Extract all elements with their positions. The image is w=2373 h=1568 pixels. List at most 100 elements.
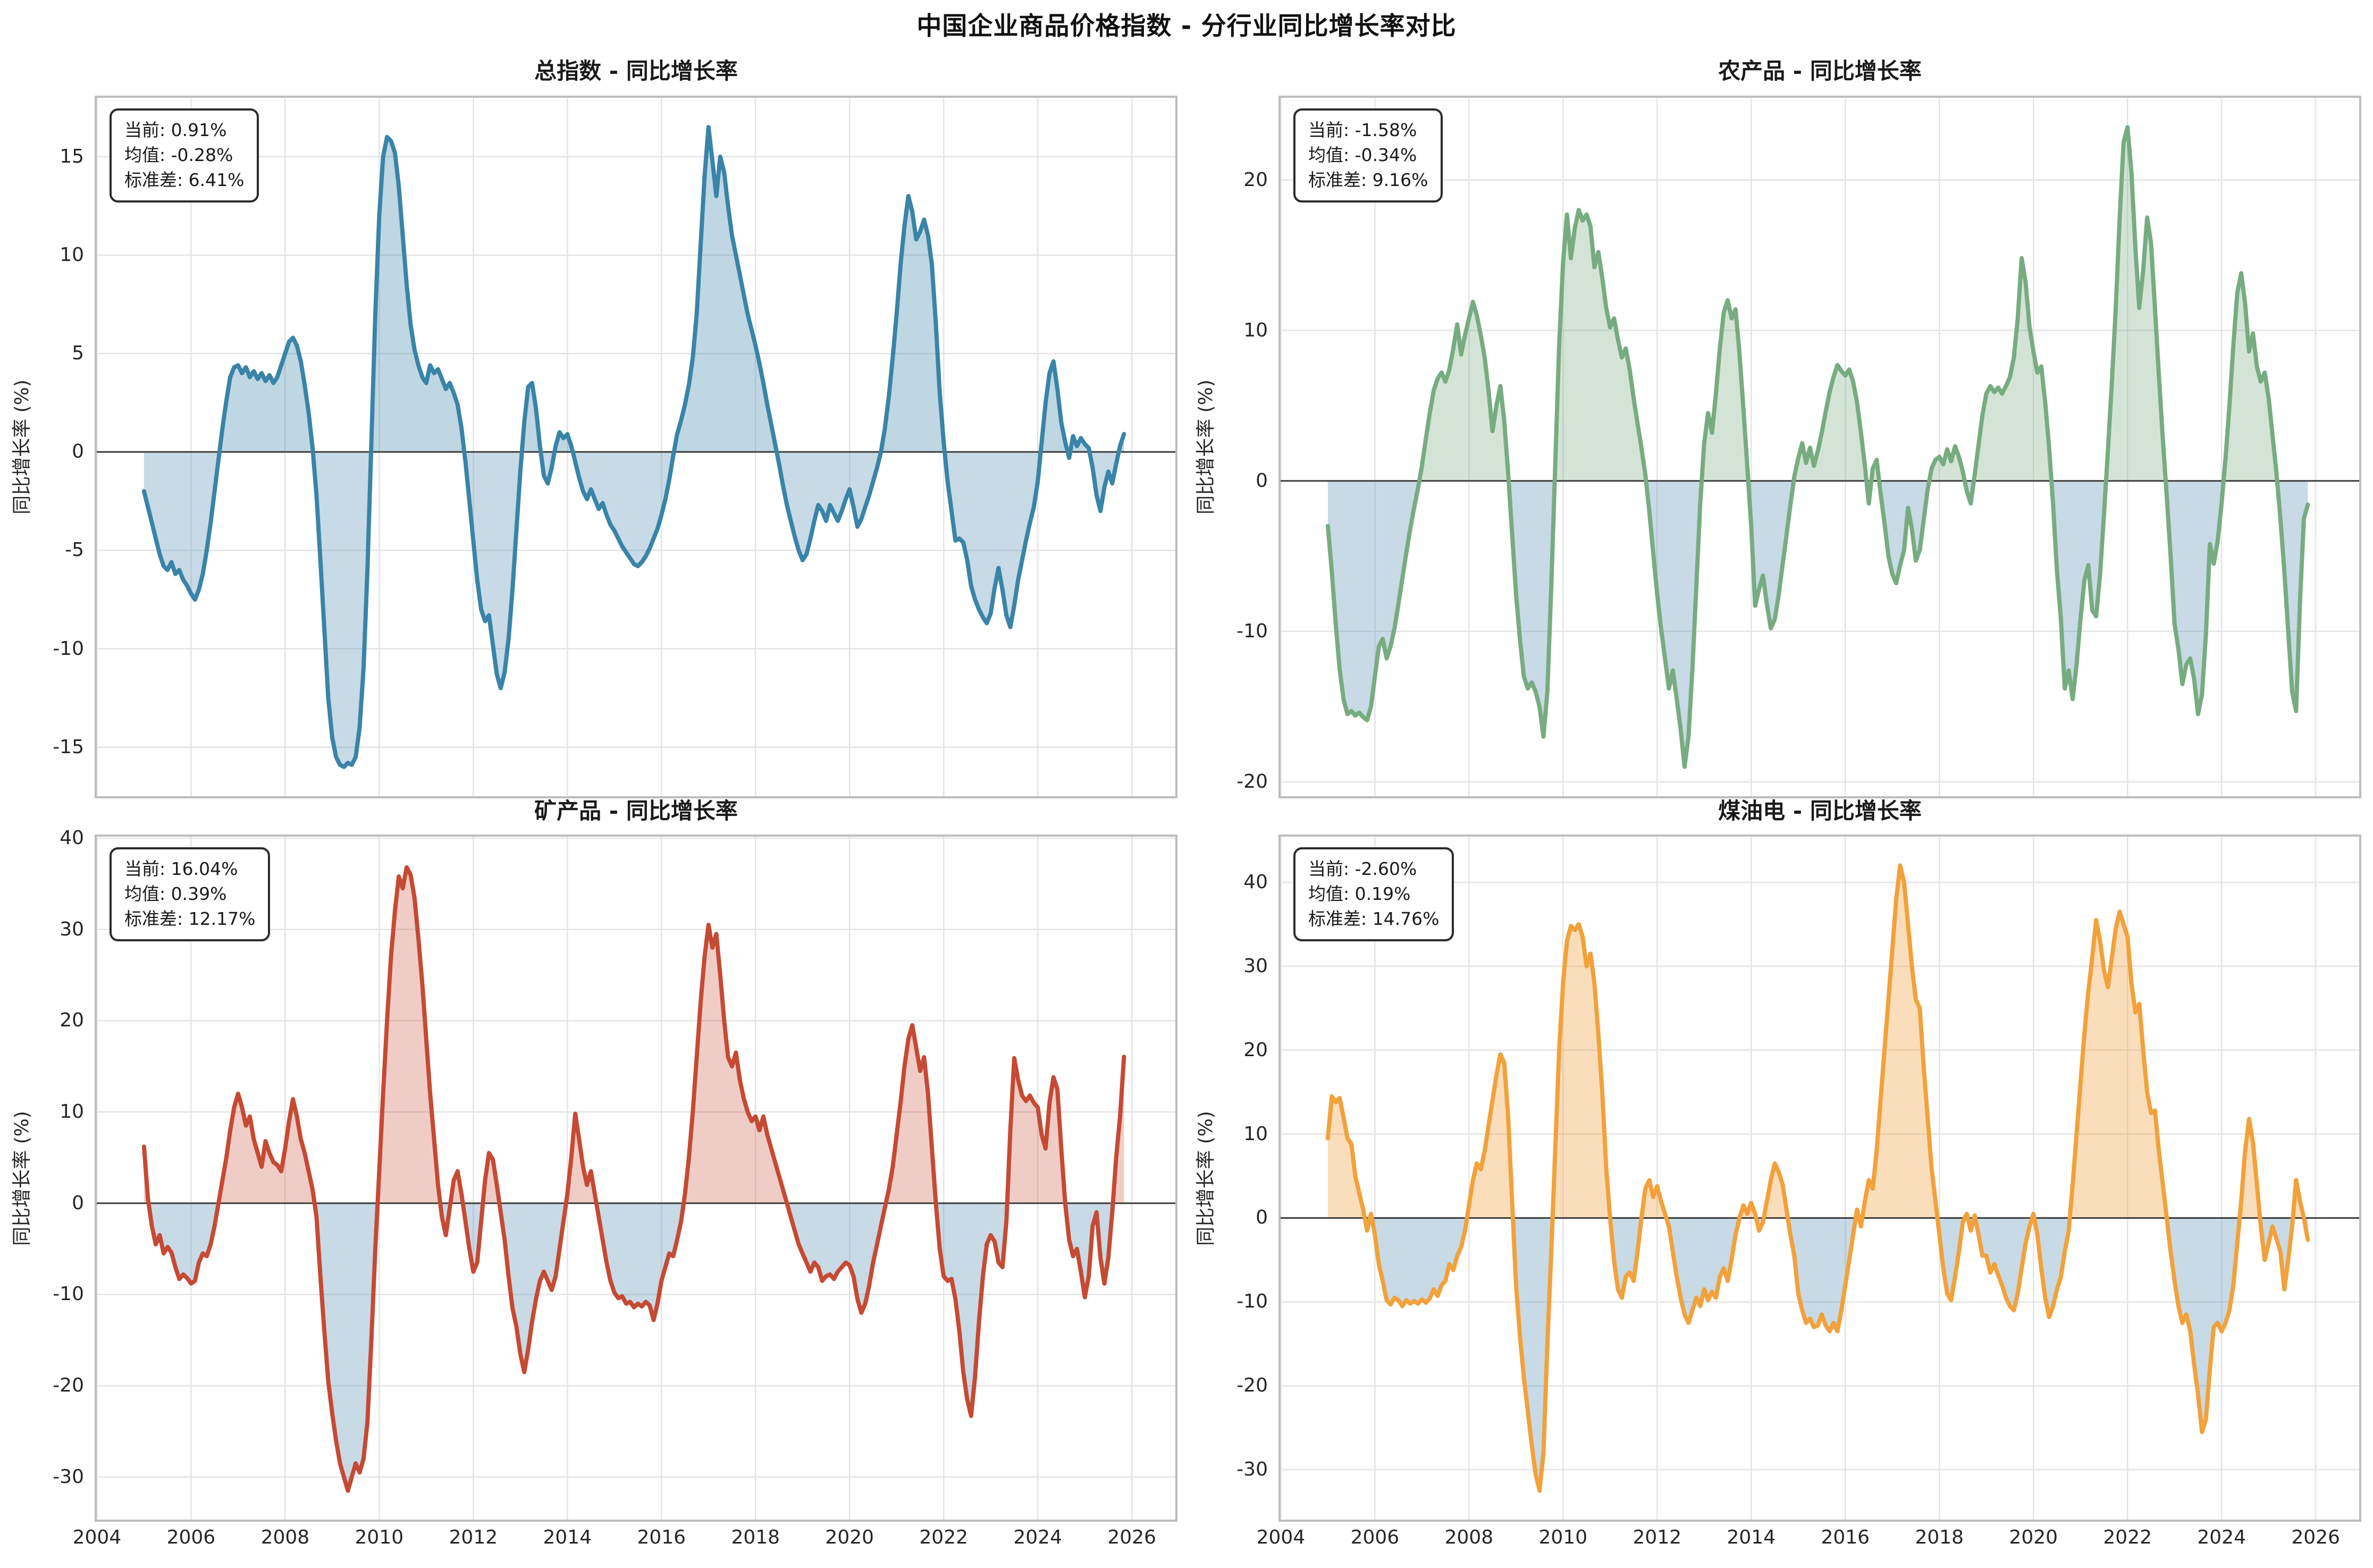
y-tick-label: 15: [60, 145, 84, 167]
plot-border: [1278, 834, 2361, 1522]
y-tick-label: 30: [60, 918, 84, 940]
x-tick-label: 2014: [1727, 1527, 1776, 1548]
x-tick-label: 2014: [543, 1527, 592, 1548]
series-fill-negative: [1327, 1218, 2308, 1491]
x-tick-label: 2012: [1633, 1527, 1682, 1548]
figure-title: 中国企业商品价格指数 - 分行业同比增长率对比: [916, 12, 1457, 41]
y-tick-label: 0: [72, 441, 84, 463]
y-tick-label: -20: [1236, 1375, 1268, 1397]
plot-area: 当前: 16.04% 均值: 0.39% 标准差: 12.17%: [95, 834, 1177, 1522]
y-tick-label: 10: [1243, 1123, 1268, 1145]
y-tick-label: 5: [72, 342, 84, 365]
x-tick-label: 2004: [72, 1527, 122, 1548]
y-tick-label: 20: [1243, 168, 1268, 191]
y-tick-label: -15: [53, 736, 84, 758]
y-tick-label: 10: [1243, 319, 1268, 341]
x-tick-label: 2006: [166, 1527, 216, 1548]
stat-std: 标准差: 12.17%: [124, 908, 256, 929]
stats-box: 当前: -1.58% 均值: -0.34% 标准差: 9.16%: [1293, 108, 1443, 203]
plot-area: 当前: -2.60% 均值: 0.19% 标准差: 14.76%: [1278, 834, 2361, 1522]
x-tick-label: 2022: [919, 1527, 969, 1548]
chart-svg: [95, 96, 1177, 798]
x-tick-label: 2004: [1256, 1527, 1306, 1548]
stat-current: 当前: -1.58%: [1308, 120, 1417, 140]
series-line: [141, 125, 1126, 769]
x-tick-label: 2016: [637, 1527, 686, 1548]
y-tick-label: 10: [60, 1101, 84, 1123]
x-tick-label: 2020: [825, 1527, 874, 1548]
y-tick-label: 20: [1243, 1039, 1268, 1061]
subplot-title: 煤油电 - 同比增长率: [1718, 798, 1922, 824]
x-tick-label: 2022: [2103, 1527, 2152, 1548]
plot-area: 当前: 0.91% 均值: -0.28% 标准差: 6.41%: [95, 96, 1177, 798]
plot-border: [95, 96, 1177, 798]
y-tick-label: 0: [72, 1192, 84, 1214]
y-tick-label: 30: [1243, 955, 1268, 977]
series-fill-negative: [144, 452, 1124, 767]
plot-border: [1278, 96, 2361, 798]
y-tick-label: -30: [1236, 1459, 1268, 1481]
y-tick-label: 0: [1256, 469, 1268, 492]
series-line: [1325, 863, 2310, 1493]
y-tick-label: -10: [53, 637, 84, 660]
y-tick-label: 40: [60, 827, 84, 849]
chart-svg: [1278, 834, 2361, 1522]
x-tick-label: 2012: [449, 1527, 498, 1548]
x-tick-label: 2026: [2291, 1527, 2340, 1548]
series-line: [1325, 125, 2310, 769]
series-fill-positive: [219, 127, 1124, 452]
plot-border: [95, 834, 1177, 1522]
stat-mean: 均值: -0.28%: [124, 144, 233, 165]
x-tick-label: 2018: [731, 1527, 780, 1548]
x-tick-label: 2026: [1107, 1527, 1156, 1548]
x-tick-label: 2020: [2009, 1527, 2058, 1548]
series-fill-positive: [1327, 865, 2304, 1218]
x-tick-label: 2008: [260, 1527, 310, 1548]
stats-box: 当前: 0.91% 均值: -0.28% 标准差: 6.41%: [110, 108, 259, 203]
x-tick-label: 2024: [1013, 1527, 1062, 1548]
stat-current: 当前: 0.91%: [124, 120, 227, 140]
subplot-title: 总指数 - 同比增长率: [534, 58, 738, 84]
y-tick-label: -10: [53, 1283, 84, 1305]
subplot-title: 农产品 - 同比增长率: [1718, 58, 1922, 84]
x-tick-label: 2016: [1821, 1527, 1870, 1548]
y-tick-label: -20: [1236, 770, 1268, 793]
subplot-title: 矿产品 - 同比增长率: [534, 798, 738, 824]
y-tick-label: -5: [65, 539, 84, 561]
chart-svg: [1278, 96, 2361, 798]
stat-std: 标准差: 14.76%: [1308, 908, 1440, 929]
stat-mean: 均值: -0.34%: [1308, 144, 1417, 165]
y-tick-label: -10: [1236, 1291, 1268, 1313]
stat-std: 标准差: 6.41%: [124, 169, 245, 190]
x-tick-label: 2008: [1444, 1527, 1494, 1548]
y-tick-label: -10: [1236, 620, 1268, 642]
y-tick-label: -20: [53, 1375, 84, 1397]
stats-box: 当前: 16.04% 均值: 0.39% 标准差: 12.17%: [110, 847, 271, 941]
x-tick-label: 2010: [1538, 1527, 1588, 1548]
x-tick-label: 2010: [355, 1527, 404, 1548]
x-tick-label: 2024: [2197, 1527, 2246, 1548]
gridlines: [1278, 834, 2361, 1522]
x-tick-label: 2006: [1350, 1527, 1400, 1548]
stat-mean: 均值: 0.19%: [1308, 883, 1411, 904]
series-fill-negative: [148, 1203, 1113, 1491]
series-fill-positive: [144, 867, 1124, 1203]
series-line: [141, 865, 1126, 1493]
stats-box: 当前: -2.60% 均值: 0.19% 标准差: 14.76%: [1293, 847, 1454, 941]
stat-current: 当前: -2.60%: [1308, 858, 1417, 879]
x-tick-label: 2018: [1915, 1527, 1964, 1548]
chart-svg: [95, 834, 1177, 1522]
y-tick-label: -30: [53, 1465, 84, 1488]
y-tick-label: 40: [1243, 871, 1268, 893]
y-tick-label: 20: [60, 1009, 84, 1032]
stat-mean: 均值: 0.39%: [124, 883, 227, 904]
stat-std: 标准差: 9.16%: [1308, 169, 1428, 190]
plot-area: 当前: -1.58% 均值: -0.34% 标准差: 9.16%: [1278, 96, 2361, 798]
series-fill-negative: [1327, 480, 2308, 767]
y-tick-label: 0: [1256, 1207, 1268, 1229]
